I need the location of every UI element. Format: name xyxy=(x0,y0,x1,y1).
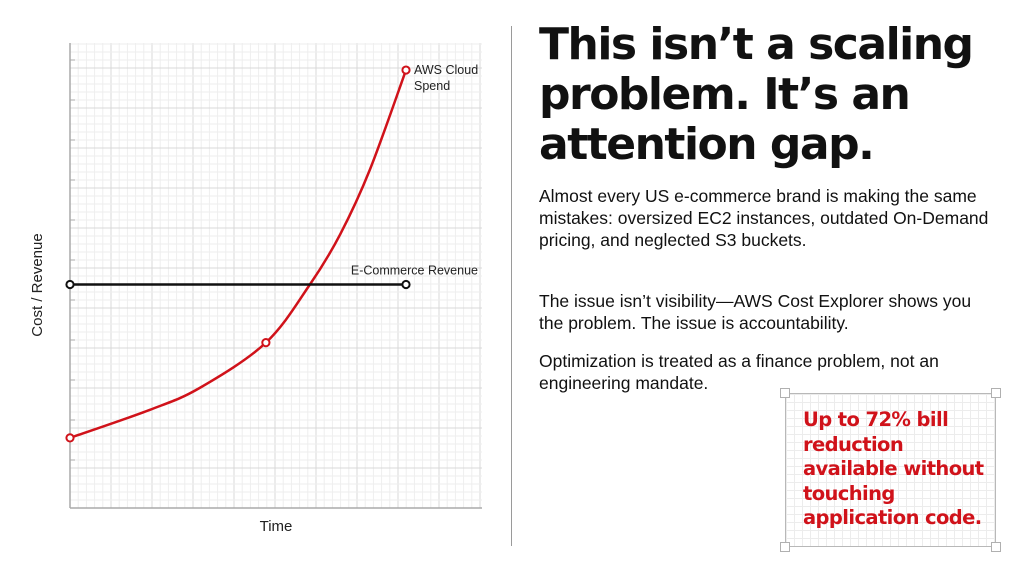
paragraph-finance: Optimization is treated as a finance pro… xyxy=(539,351,939,393)
aws-cloud-spend-label: AWS Cloud Spend xyxy=(414,63,478,93)
cost-revenue-chart: AWS Cloud Spend E-Commerce Revenue Time Co… xyxy=(29,43,482,535)
paragraph-mistakes: Almost every US e-commerce brand is maki… xyxy=(539,186,989,250)
vertical-divider xyxy=(511,26,512,546)
aws-cloud-spend-point xyxy=(65,433,75,443)
aws-cloud-spend-point xyxy=(261,338,271,348)
y-axis-label: Cost / Revenue xyxy=(29,233,46,336)
x-axis-label: Time xyxy=(260,518,293,535)
callout-box[interactable]: Up to 72% bill reduction available witho… xyxy=(780,388,1001,552)
e-commerce-revenue-label: E-Commerce Revenue xyxy=(351,264,478,278)
e-commerce-revenue-point xyxy=(65,279,75,290)
chart-grid xyxy=(69,43,482,509)
resize-handle-bottom-right[interactable] xyxy=(991,542,1001,552)
aws-cloud-spend-point xyxy=(401,65,411,75)
callout-text: Up to 72% bill reduction available witho… xyxy=(803,408,984,529)
resize-handle-top-right[interactable] xyxy=(991,388,1001,398)
slide-title: This isn’t a scaling problem. It’s an at… xyxy=(539,19,974,170)
e-commerce-revenue-point xyxy=(401,279,411,290)
resize-handle-bottom-left[interactable] xyxy=(780,542,790,552)
chart-axes xyxy=(69,43,482,509)
aws-cloud-spend-line xyxy=(69,69,408,440)
paragraph-accountability: The issue isn’t visibility—AWS Cost Expl… xyxy=(539,291,972,333)
resize-handle-top-left[interactable] xyxy=(780,388,790,398)
series-label-line: E-Commerce Revenue xyxy=(351,264,478,278)
series-label-line: Spend xyxy=(414,79,450,93)
series-label-line: AWS Cloud xyxy=(414,63,478,77)
chart-series: AWS Cloud Spend E-Commerce Revenue xyxy=(65,63,478,443)
